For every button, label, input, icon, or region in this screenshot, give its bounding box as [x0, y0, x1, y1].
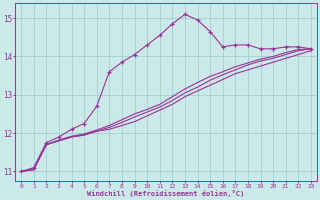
X-axis label: Windchill (Refroidissement éolien,°C): Windchill (Refroidissement éolien,°C) [87, 190, 244, 197]
